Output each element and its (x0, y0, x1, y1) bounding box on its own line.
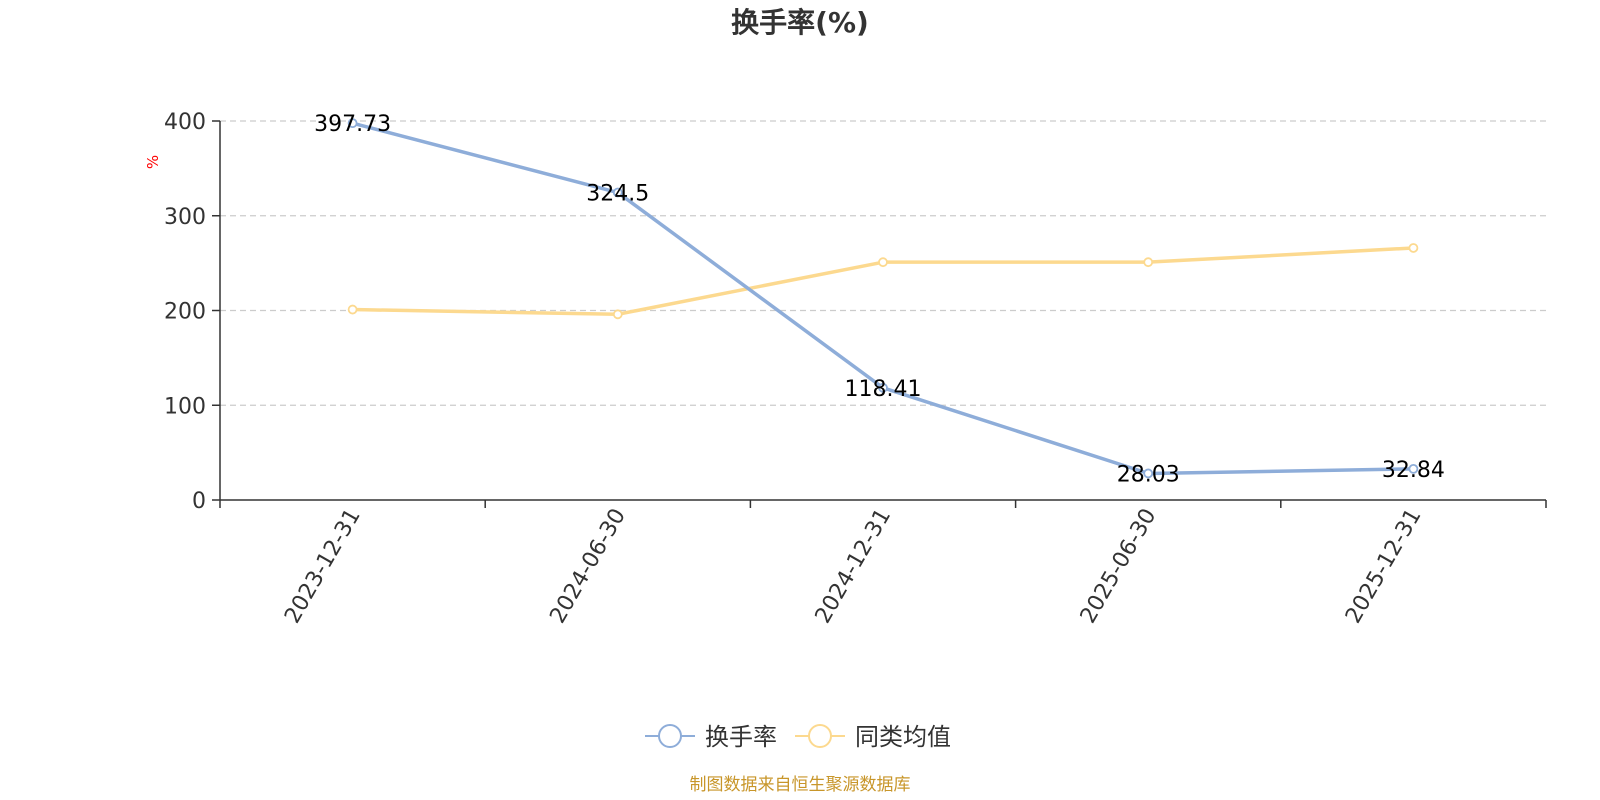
x-tick-label-2025-06-30: 2025-06-30 (1076, 505, 1162, 628)
series-line-换手率 (352, 121, 1414, 476)
data-label-2024-06-30: 324.5 (586, 182, 649, 207)
y-tick-label-200: 200 (164, 300, 206, 325)
data-point-换手率-2024-12-31[interactable] (878, 382, 888, 393)
legend-item-同类均值[interactable]: 同类均值 (795, 723, 951, 751)
y-axis-unit-label: % (144, 155, 162, 169)
legend-label-换手率: 换手率 (705, 723, 777, 751)
data-point-换手率-2025-06-30[interactable] (1143, 468, 1154, 479)
y-tick-label-400: 400 (164, 110, 206, 135)
data-label-2023-12-31: 397.73 (314, 112, 391, 137)
data-labels: 397.73 324.5 118.41 28.03 32.84 (314, 112, 1445, 487)
data-point-换手率-2023-12-31[interactable] (347, 118, 358, 129)
data-point-同类均值-2025-12-31[interactable] (1408, 243, 1419, 253)
legend-label-同类均值: 同类均值 (855, 723, 951, 751)
data-point-同类均值-2024-12-31[interactable] (878, 257, 888, 268)
x-tick-label-2023-12-31: 2023-12-31 (280, 505, 366, 628)
x-tick-label-2025-12-31: 2025-12-31 (1341, 505, 1427, 628)
data-point-同类均值-2024-06-30[interactable] (612, 309, 623, 320)
legend[interactable]: 换手率 同类均值 (645, 723, 951, 751)
data-point-换手率-2025-12-31[interactable] (1408, 463, 1419, 474)
data-point-换手率-2024-06-30[interactable] (612, 187, 623, 198)
y-tick-label-300: 300 (164, 205, 206, 230)
chart-title: 换手率(%) (731, 6, 869, 39)
series-layer (347, 118, 1419, 479)
x-tick-label-2024-12-31: 2024-12-31 (811, 505, 897, 628)
legend-item-换手率[interactable]: 换手率 (645, 723, 777, 751)
data-label-2025-06-30: 28.03 (1117, 462, 1180, 487)
legend-marker-换手率 (658, 724, 682, 748)
data-point-同类均值-2023-12-31[interactable] (347, 304, 358, 315)
legend-marker-同类均值 (808, 724, 832, 748)
x-tick-label-2024-06-30: 2024-06-30 (545, 505, 631, 628)
y-tick-label-0: 0 (192, 489, 206, 514)
data-point-同类均值-2025-06-30[interactable] (1143, 257, 1154, 268)
data-source-note: 制图数据来自恒生聚源数据库 (690, 775, 911, 795)
y-tick-label-100: 100 (164, 394, 206, 419)
data-label-2024-12-31: 118.41 (845, 377, 922, 402)
data-label-2025-12-31: 32.84 (1382, 458, 1445, 483)
